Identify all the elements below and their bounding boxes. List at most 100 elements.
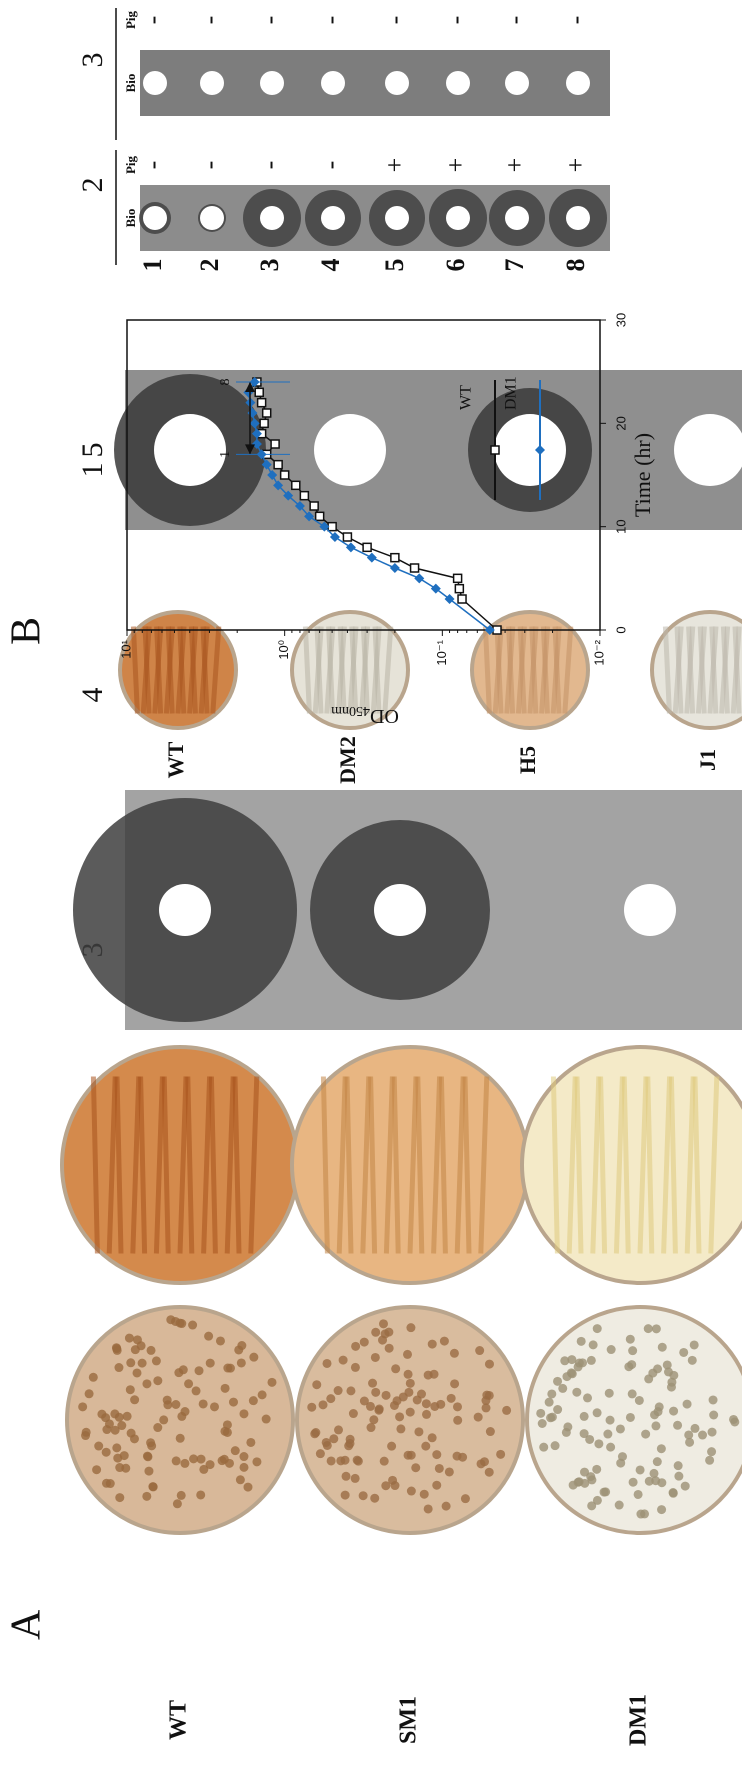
colony xyxy=(544,1397,554,1407)
streak xyxy=(165,626,175,714)
colony xyxy=(414,1427,424,1437)
marker xyxy=(273,459,283,470)
colony xyxy=(628,1477,638,1487)
colony xyxy=(536,1408,546,1418)
colony xyxy=(148,1482,158,1492)
streak xyxy=(517,626,527,714)
colony xyxy=(651,1324,661,1334)
colony xyxy=(641,1429,651,1439)
marker xyxy=(430,583,441,594)
colony xyxy=(573,1362,583,1372)
colony xyxy=(358,1491,368,1501)
pigment-mark: + xyxy=(380,158,409,173)
streak xyxy=(154,626,164,714)
row-label: WT xyxy=(166,1700,192,1740)
colony xyxy=(627,1360,637,1370)
colony xyxy=(480,1457,490,1467)
colony xyxy=(124,1333,134,1343)
colony xyxy=(381,1481,391,1491)
y-tick-label: 10⁰ xyxy=(276,640,291,660)
streak xyxy=(224,1076,236,1254)
colony xyxy=(146,1438,156,1448)
streak xyxy=(637,1076,649,1254)
marker xyxy=(304,511,315,522)
colony xyxy=(594,1439,604,1449)
streak xyxy=(550,1076,560,1254)
colony xyxy=(184,1379,194,1389)
marker xyxy=(249,418,260,429)
colony xyxy=(668,1488,678,1498)
colony xyxy=(562,1372,572,1382)
colony xyxy=(679,1347,689,1357)
colony xyxy=(674,1471,684,1481)
streak xyxy=(344,1076,354,1254)
marker xyxy=(345,542,356,553)
colony xyxy=(441,1501,451,1511)
colony xyxy=(705,1455,715,1465)
colony xyxy=(119,1451,129,1461)
colony xyxy=(657,1478,667,1488)
colony xyxy=(267,1377,277,1387)
colony xyxy=(502,1405,512,1415)
colony xyxy=(496,1449,506,1459)
colony xyxy=(189,1454,199,1464)
colony xyxy=(614,1500,624,1510)
colony xyxy=(175,1433,185,1443)
well xyxy=(154,414,226,486)
colony xyxy=(199,1464,209,1474)
marker xyxy=(270,439,280,449)
streak xyxy=(130,1076,142,1254)
streak xyxy=(478,1076,490,1254)
colony xyxy=(370,1493,380,1503)
pigment-mark: + xyxy=(441,158,470,173)
colony xyxy=(550,1441,560,1451)
row-label: 2 xyxy=(195,259,224,272)
streak xyxy=(161,1076,171,1254)
x-tick-label: 20 xyxy=(613,416,628,430)
colony xyxy=(450,1379,460,1389)
streak xyxy=(562,626,574,714)
colony xyxy=(153,1423,163,1433)
colony xyxy=(580,1467,590,1477)
colony xyxy=(553,1405,563,1415)
colony xyxy=(222,1427,232,1437)
colony xyxy=(176,1490,186,1500)
colony xyxy=(224,1458,234,1468)
marker xyxy=(251,428,262,439)
colony xyxy=(606,1345,616,1355)
colony xyxy=(235,1475,245,1485)
colony xyxy=(153,1376,163,1386)
colony xyxy=(653,1407,663,1417)
streak xyxy=(382,626,394,714)
colony xyxy=(228,1397,238,1407)
row-label: DM2 xyxy=(335,736,360,784)
colony xyxy=(698,1430,708,1440)
colony xyxy=(371,1387,381,1397)
colony xyxy=(333,1425,343,1435)
y-tick-label: 10¹ xyxy=(118,639,133,658)
colony xyxy=(585,1434,595,1444)
colony xyxy=(236,1358,246,1368)
colony xyxy=(196,1490,206,1500)
marker xyxy=(390,552,400,563)
streak xyxy=(566,1076,578,1254)
column-header: Pig xyxy=(123,10,138,29)
colony xyxy=(662,1360,672,1370)
panel-label: B xyxy=(4,617,50,645)
colony xyxy=(336,1456,346,1466)
colony xyxy=(663,1367,673,1377)
colony xyxy=(125,1385,135,1395)
colony xyxy=(159,1415,169,1425)
y-axis-label: OD450nm xyxy=(331,703,399,728)
well xyxy=(505,206,529,230)
colony xyxy=(359,1396,369,1406)
colony xyxy=(142,1379,152,1389)
colony xyxy=(417,1389,427,1399)
colony xyxy=(114,1412,124,1422)
legend-marker xyxy=(535,445,545,455)
colony xyxy=(627,1389,637,1399)
colony xyxy=(669,1406,679,1416)
streak xyxy=(431,1076,443,1254)
streak xyxy=(177,626,187,714)
